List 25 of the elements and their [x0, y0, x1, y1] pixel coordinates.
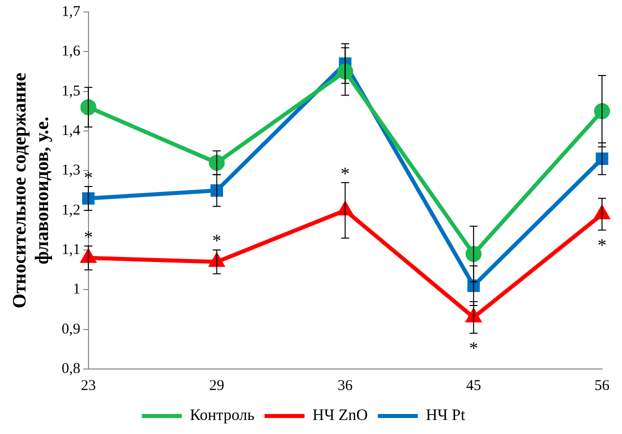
annotation: * — [212, 230, 222, 251]
y-tick-label: 1,4 — [62, 122, 81, 139]
y-tick-label: 1 — [72, 282, 80, 298]
legend-label: НЧ ZnO — [312, 407, 368, 424]
y-tick-label: 0,9 — [62, 321, 80, 338]
y-tick-label: 1,2 — [62, 202, 80, 218]
legend-label: НЧ Pt — [426, 407, 466, 424]
annotation: * — [469, 338, 478, 358]
y-tick-label: 1,6 — [62, 44, 81, 60]
x-tick-label: 29 — [209, 378, 224, 394]
x-tick-label: 56 — [594, 378, 610, 394]
y-tick-label: 0,8 — [62, 360, 80, 377]
y-tick-label: 1,3 — [62, 162, 80, 179]
annotation: * — [340, 163, 350, 184]
x-tick-label: 36 — [338, 378, 354, 394]
y-tick-label: 1,7 — [62, 4, 81, 20]
annotation: * — [84, 226, 93, 247]
x-tick-label: 23 — [80, 378, 96, 394]
annotation: * — [598, 234, 606, 255]
legend-label: Контроль — [190, 407, 255, 424]
x-tick-label: 45 — [466, 378, 482, 394]
y-tick-label: 1,1 — [62, 242, 80, 258]
annotation: * — [84, 167, 93, 188]
y-axis-title: Относительное содержание флавоноидов, у.е. — [9, 72, 54, 308]
y-tick-label: 1,5 — [62, 83, 80, 100]
